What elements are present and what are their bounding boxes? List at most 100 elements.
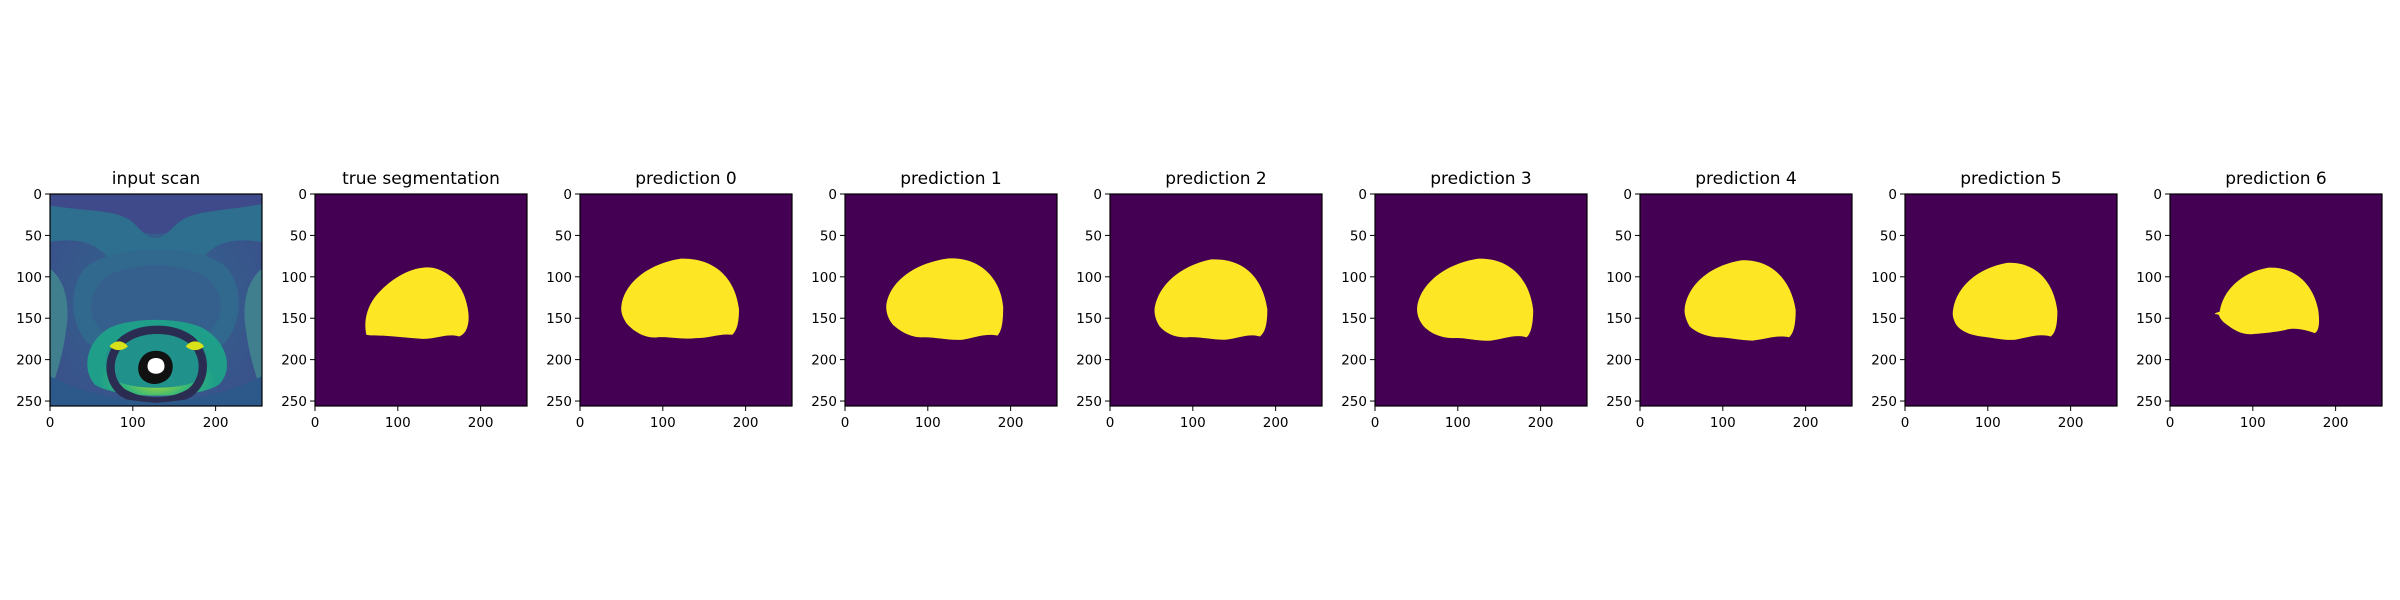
y-tick-label: 150 bbox=[16, 311, 42, 327]
segmentation-blob bbox=[2214, 267, 2320, 335]
y-tick-label: 100 bbox=[1341, 270, 1367, 286]
y-tick-label: 0 bbox=[563, 187, 572, 203]
y-tick-label: 0 bbox=[33, 187, 42, 203]
x-tick-label: 200 bbox=[733, 415, 759, 431]
y-tick-label: 50 bbox=[1085, 228, 1102, 244]
panel-title-p0: prediction 0 bbox=[635, 169, 737, 189]
panel-frame bbox=[2169, 193, 2383, 407]
x-tick-label: 100 bbox=[1975, 415, 2001, 431]
scan-probe-ring bbox=[106, 325, 207, 406]
y-tick-label: 50 bbox=[555, 228, 572, 244]
panel-frame bbox=[1374, 193, 1588, 407]
x-tick-label: 200 bbox=[468, 415, 494, 431]
scan-right-hotspot bbox=[185, 341, 205, 351]
y-tick-label: 200 bbox=[1871, 353, 1897, 369]
mask-region bbox=[1684, 260, 1796, 341]
y-tick-label: 0 bbox=[1358, 187, 1367, 203]
mask-region bbox=[1417, 258, 1534, 341]
panel-title-p1: prediction 1 bbox=[900, 169, 1002, 189]
y-tick-label: 100 bbox=[2136, 270, 2162, 286]
y-tick-label: 250 bbox=[546, 394, 572, 410]
segmentation-blob bbox=[365, 267, 469, 339]
panel-frame bbox=[1109, 193, 1323, 407]
x-tick-label: 100 bbox=[385, 415, 411, 431]
y-tick-label: 50 bbox=[25, 228, 42, 244]
panel-title-input: input scan bbox=[112, 169, 201, 189]
y-tick-label: 200 bbox=[1341, 353, 1367, 369]
y-tick-label: 200 bbox=[16, 353, 42, 369]
y-tick-label: 50 bbox=[1615, 228, 1632, 244]
y-tick-label: 50 bbox=[1880, 228, 1897, 244]
y-tick-label: 0 bbox=[1093, 187, 1102, 203]
y-tick-label: 150 bbox=[1076, 311, 1102, 327]
x-tick-label: 200 bbox=[998, 415, 1024, 431]
panel-frame bbox=[1639, 193, 1853, 407]
y-tick-label: 100 bbox=[16, 270, 42, 286]
segmentation-blob bbox=[886, 258, 1004, 340]
y-tick-label: 0 bbox=[298, 187, 307, 203]
y-tick-label: 250 bbox=[2136, 394, 2162, 410]
y-tick-label: 100 bbox=[1606, 270, 1632, 286]
mask-region bbox=[1952, 262, 2058, 340]
y-tick-label: 0 bbox=[828, 187, 837, 203]
y-tick-label: 250 bbox=[281, 394, 307, 410]
y-tick-label: 200 bbox=[546, 353, 572, 369]
scan-upper-structure bbox=[50, 203, 262, 278]
x-tick-label: 0 bbox=[46, 415, 55, 431]
scan-inner-organ bbox=[91, 265, 221, 343]
y-tick-label: 250 bbox=[811, 394, 837, 410]
y-tick-label: 150 bbox=[811, 311, 837, 327]
x-tick-label: 100 bbox=[650, 415, 676, 431]
x-tick-label: 200 bbox=[1263, 415, 1289, 431]
segmentation-blob bbox=[1684, 260, 1796, 341]
y-tick-label: 200 bbox=[811, 353, 837, 369]
mask-region bbox=[365, 267, 469, 339]
y-tick-label: 200 bbox=[1606, 353, 1632, 369]
x-tick-label: 0 bbox=[1636, 415, 1645, 431]
panel-title-p3: prediction 3 bbox=[1430, 169, 1532, 189]
y-tick-label: 50 bbox=[290, 228, 307, 244]
y-tick-label: 150 bbox=[546, 311, 572, 327]
x-tick-label: 100 bbox=[120, 415, 146, 431]
mask-region bbox=[621, 258, 739, 339]
x-tick-label: 100 bbox=[2240, 415, 2266, 431]
x-tick-label: 200 bbox=[1793, 415, 1819, 431]
y-tick-label: 100 bbox=[546, 270, 572, 286]
x-tick-label: 200 bbox=[2058, 415, 2084, 431]
y-tick-label: 250 bbox=[16, 394, 42, 410]
y-tick-label: 150 bbox=[281, 311, 307, 327]
y-tick-label: 250 bbox=[1871, 394, 1897, 410]
x-tick-label: 0 bbox=[311, 415, 320, 431]
y-tick-label: 0 bbox=[2153, 187, 2162, 203]
y-tick-label: 100 bbox=[1871, 270, 1897, 286]
panel-frame bbox=[49, 193, 263, 407]
mask-region bbox=[1154, 259, 1268, 340]
y-tick-label: 250 bbox=[1606, 394, 1632, 410]
x-tick-label: 0 bbox=[576, 415, 585, 431]
x-tick-label: 0 bbox=[1371, 415, 1380, 431]
scan-probe-highlight bbox=[147, 357, 165, 374]
panel-frame bbox=[314, 193, 528, 407]
y-tick-label: 200 bbox=[281, 353, 307, 369]
y-tick-label: 50 bbox=[2145, 228, 2162, 244]
y-tick-label: 100 bbox=[811, 270, 837, 286]
scan-right-side bbox=[244, 268, 262, 392]
y-tick-label: 150 bbox=[1341, 311, 1367, 327]
x-tick-label: 100 bbox=[1445, 415, 1471, 431]
x-tick-label: 200 bbox=[1528, 415, 1554, 431]
x-tick-label: 200 bbox=[2323, 415, 2349, 431]
segmentation-blob bbox=[1417, 258, 1534, 341]
y-tick-label: 200 bbox=[1076, 353, 1102, 369]
panel-frame bbox=[1904, 193, 2118, 407]
y-tick-label: 100 bbox=[281, 270, 307, 286]
scan-bottom-region bbox=[50, 376, 262, 406]
x-tick-label: 0 bbox=[841, 415, 850, 431]
